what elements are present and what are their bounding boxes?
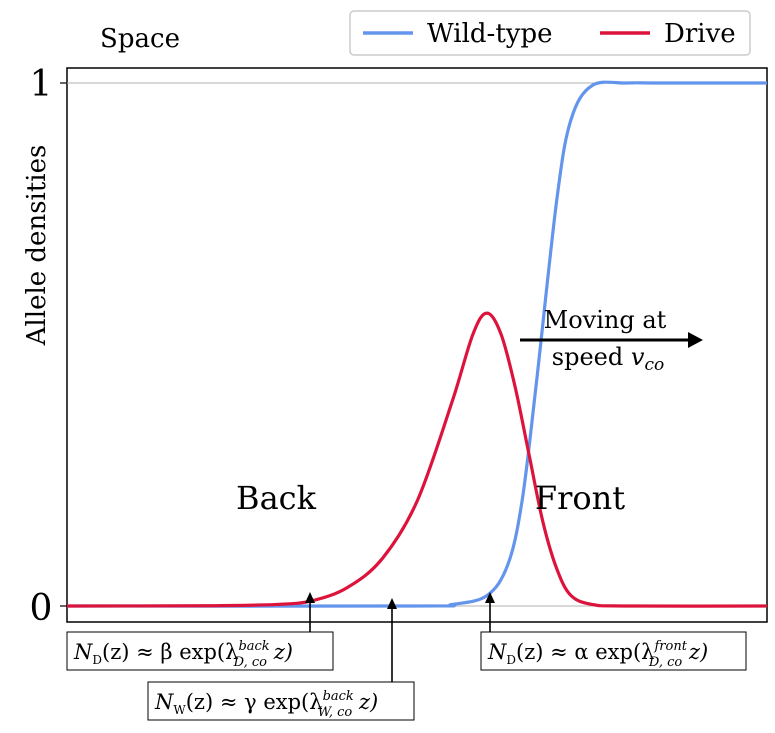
speed-subscript: co bbox=[644, 355, 664, 375]
nd-back-lam-sup: back bbox=[238, 639, 269, 654]
nd-front-tail: z) bbox=[682, 640, 708, 664]
y-axis-label: Allele densities bbox=[22, 145, 52, 347]
back-label: Back bbox=[236, 479, 317, 517]
speed-label-prefix: speed bbox=[552, 343, 631, 371]
direction-arrow-head bbox=[688, 332, 703, 348]
series-line-wild-type bbox=[66, 80, 767, 608]
speed-symbol: v bbox=[631, 343, 645, 371]
nw-back-approx: (z) ≈ γ exp(λ bbox=[186, 690, 323, 714]
legend-frame bbox=[349, 10, 751, 56]
legend-label-drive: Drive bbox=[664, 19, 736, 49]
front-label: Front bbox=[535, 479, 625, 517]
annotation-box-nd-back: ND(z) ≈ β exp(λback D, co z) bbox=[66, 631, 334, 671]
legend-label-wild-type: Wild-type bbox=[427, 19, 553, 49]
annotation-arrowhead-nw-back bbox=[387, 598, 397, 609]
nw-back-lam-sup: back bbox=[323, 689, 354, 704]
legend: Wild-type Drive bbox=[349, 10, 751, 56]
nd-front-lhs: N bbox=[487, 640, 507, 664]
moving-at-label: Moving at bbox=[544, 306, 667, 334]
nd-back-approx: (z) ≈ β exp(λ bbox=[102, 640, 238, 664]
annotation-arrowhead-nd-front bbox=[485, 592, 495, 603]
nd-back-lhs: N bbox=[73, 640, 93, 664]
nw-back-lhs: N bbox=[154, 690, 174, 714]
ytick-label-one: 1 bbox=[30, 64, 53, 105]
nd-back-tail: z) bbox=[267, 640, 293, 664]
plot-frame bbox=[66, 67, 768, 623]
annotation-arrowhead-nd-back bbox=[305, 592, 315, 603]
nd-front-lam-sup: front bbox=[653, 639, 687, 654]
speed-label: speed vco bbox=[552, 343, 664, 375]
nw-back-tail: z) bbox=[352, 690, 378, 714]
annotation-box-nd-front: ND(z) ≈ α exp(λfront D, co z) bbox=[480, 631, 747, 671]
nw-back-lhs-sub: W bbox=[173, 703, 186, 717]
nw-back-lam-sub: W, co bbox=[318, 705, 353, 720]
nd-back-lhs-sub: D bbox=[92, 653, 102, 667]
nd-front-approx: (z) ≈ α exp(λ bbox=[516, 640, 654, 664]
x-axis-label: Space bbox=[100, 24, 180, 54]
ytick-label-zero: 0 bbox=[30, 588, 53, 629]
nd-front-lam-sub: D, co bbox=[648, 655, 683, 670]
nd-front-lhs-sub: D bbox=[506, 653, 516, 667]
nd-back-lam-sub: D, co bbox=[233, 655, 268, 670]
annotation-box-nw-back: NW(z) ≈ γ exp(λback W, co z) bbox=[147, 681, 415, 721]
